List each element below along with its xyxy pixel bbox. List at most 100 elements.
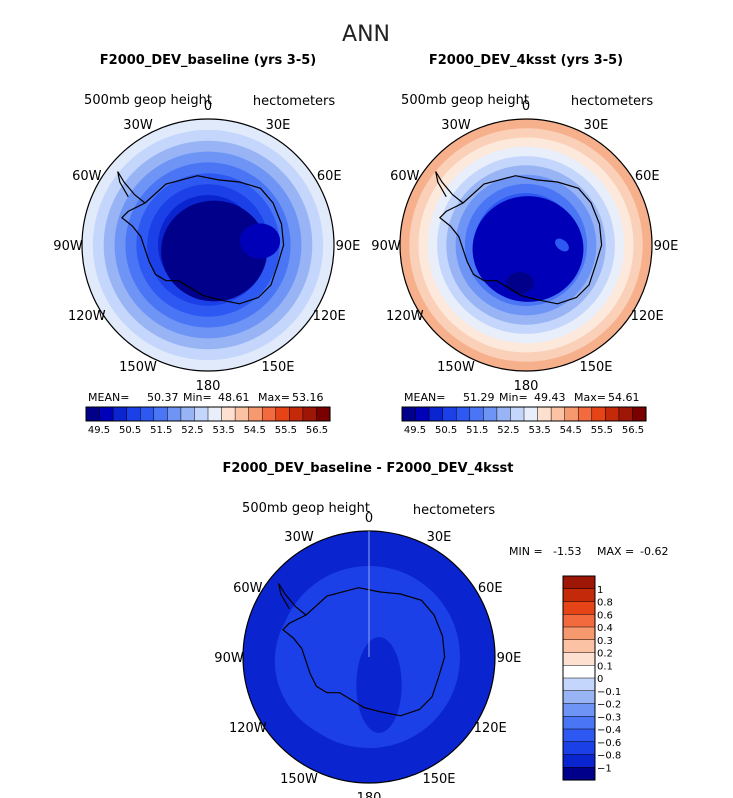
colorbar-segment xyxy=(221,406,236,422)
colorbar-segment xyxy=(167,406,182,422)
lon-label: 60W xyxy=(390,169,420,184)
colorbar-segment xyxy=(261,406,277,422)
colorbar-segment xyxy=(207,406,223,422)
colorbar-label: 49.5 xyxy=(88,425,110,436)
colorbar-label: 0 xyxy=(597,674,603,685)
lon-label: 120E xyxy=(474,721,507,736)
colorbar-segment xyxy=(632,406,647,422)
colorbar-segment xyxy=(483,406,498,422)
colorbar-label: −0.4 xyxy=(597,725,621,736)
colorbar-frame xyxy=(562,575,596,781)
variable-label: 500mb geop height xyxy=(401,93,529,108)
colorbar-segment xyxy=(234,406,250,422)
min-value: -1.53 xyxy=(553,545,581,558)
polar-map xyxy=(242,530,496,784)
coastline xyxy=(121,175,285,305)
contour-patch xyxy=(555,238,569,252)
colorbar-label: 54.5 xyxy=(560,425,582,436)
lon-label: 30E xyxy=(427,530,452,545)
stats-line: MIN = -1.53 MAX = -0.62 xyxy=(509,545,668,558)
peninsula-coastline xyxy=(435,171,464,204)
colorbar-label: −0.6 xyxy=(597,738,621,749)
colorbar-segment xyxy=(562,575,596,590)
colorbar-segment xyxy=(562,690,596,705)
lon-label: 90W xyxy=(53,239,83,254)
contour-lobe xyxy=(356,637,402,733)
lon-label: 0 xyxy=(522,99,530,114)
peninsula-coastline xyxy=(278,583,307,616)
max-label: MAX = xyxy=(597,545,634,558)
panel-4ksst: F2000_DEV_4ksst (yrs 3-5) 500mb geop hei… xyxy=(371,53,678,436)
colorbar-label: 1 xyxy=(597,585,603,596)
colorbar-label: −1 xyxy=(597,763,612,774)
colorbar-segment xyxy=(316,406,331,422)
polar-map xyxy=(81,118,335,372)
panel-baseline: F2000_DEV_baseline (yrs 3-5) 500mb geop … xyxy=(53,53,360,436)
colorbar-segment xyxy=(562,639,596,654)
colorbar-segment xyxy=(85,406,101,422)
colorbar-segment xyxy=(537,406,552,422)
colorbar-segment xyxy=(605,406,620,422)
colorbar: 49.5 50.5 51.5 52.5 53.5 54.5 55.5 56.5 xyxy=(401,406,647,436)
lon-label: 90W xyxy=(214,651,244,666)
colorbar-label: 52.5 xyxy=(497,425,519,436)
colorbar-segment xyxy=(153,406,168,422)
lon-label: 60E xyxy=(478,581,503,596)
max-value: 53.16 xyxy=(292,391,324,404)
panel-title: F2000_DEV_4ksst (yrs 3-5) xyxy=(429,53,623,68)
coastline xyxy=(282,587,446,717)
stats-line: MEAN= 50.37 Min= 48.61 Max= 53.16 xyxy=(88,391,324,404)
lon-label: 90E xyxy=(497,651,522,666)
colorbar-label: 51.5 xyxy=(466,425,488,436)
lon-label: 0 xyxy=(204,99,212,114)
mean-value: 51.29 xyxy=(463,391,495,404)
lon-label: 90E xyxy=(654,239,679,254)
units-label: hectometers xyxy=(571,94,654,109)
colorbar-label: 55.5 xyxy=(275,425,297,436)
colorbar-label: 51.5 xyxy=(150,425,172,436)
colorbar-segment xyxy=(562,588,596,603)
colorbar-label: 0.4 xyxy=(597,623,613,634)
lon-label: 60E xyxy=(635,169,660,184)
colorbar-label: 56.5 xyxy=(622,425,644,436)
mean-label: MEAN= xyxy=(404,391,445,404)
lon-label: 180 xyxy=(357,791,382,798)
lon-label: 0 xyxy=(365,511,373,526)
colorbar-segment xyxy=(302,406,318,422)
lon-label: 150E xyxy=(261,360,294,375)
colorbar-segment xyxy=(401,406,417,422)
units-label: hectometers xyxy=(413,503,496,518)
colorbar-segment xyxy=(415,406,430,422)
colorbar-segment xyxy=(442,406,457,422)
figure-title: ANN xyxy=(342,22,390,47)
colorbar-segment xyxy=(562,601,596,615)
colorbar-segment xyxy=(591,406,606,422)
colorbar-segment xyxy=(180,406,195,422)
colorbar-label: 0.1 xyxy=(597,661,613,672)
lon-label: 90W xyxy=(371,239,401,254)
colorbar-segment xyxy=(562,652,596,666)
lon-label: 30E xyxy=(584,118,609,133)
colorbar-segment xyxy=(562,754,596,768)
lon-label: 90E xyxy=(336,239,361,254)
variable-label: 500mb geop height xyxy=(242,501,370,516)
min-value: 48.61 xyxy=(218,391,250,404)
units-label: hectometers xyxy=(253,94,336,109)
colorbar: 49.5 50.5 51.5 52.5 53.5 54.5 55.5 56.5 xyxy=(85,406,331,436)
colorbar-label: 53.5 xyxy=(212,425,234,436)
lon-label: 30W xyxy=(441,118,471,133)
lon-labels: 0 30E 60E 90E 120E 150E 180 150W 120W 90W 60W 30W xyxy=(214,511,521,798)
lon-label: 150E xyxy=(579,360,612,375)
variable-label: 500mb geop height xyxy=(84,93,212,108)
panel-title: F2000_DEV_baseline - F2000_DEV_4ksst xyxy=(222,461,513,476)
colorbar-segment xyxy=(550,406,566,422)
colorbar-segment xyxy=(523,406,539,422)
lon-labels: 0 30E 60E 90E 120E 150E 180 150W 120W 90W 60W 30W xyxy=(53,99,360,394)
min-label: Min= xyxy=(183,391,212,404)
contour-lobe xyxy=(239,223,281,259)
colorbar-segment xyxy=(562,677,596,692)
lon-label: 120E xyxy=(631,309,664,324)
colorbar-segment xyxy=(99,406,114,422)
lon-label: 150E xyxy=(422,772,455,787)
